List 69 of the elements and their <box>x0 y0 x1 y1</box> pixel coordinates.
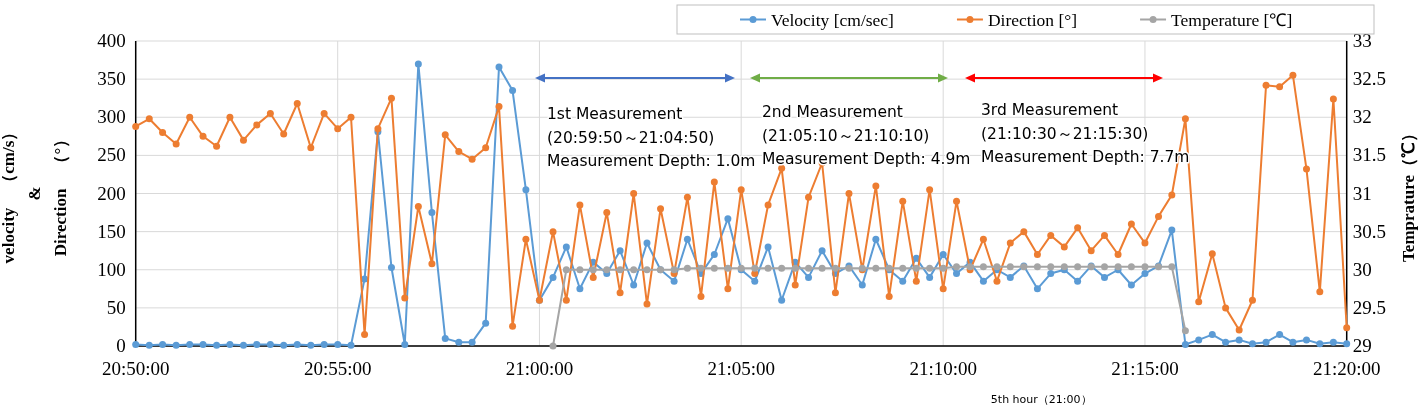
point <box>939 264 947 272</box>
point <box>791 264 799 272</box>
y-tick-label: 200 <box>97 182 126 204</box>
point <box>751 264 759 272</box>
point <box>710 264 718 272</box>
point <box>831 264 839 272</box>
y2-tick-label: 30.5 <box>1352 220 1386 242</box>
point <box>603 266 611 274</box>
x-tick-label: 21:05:00 <box>707 358 775 379</box>
x-tick-label: 21:10:00 <box>909 358 977 379</box>
y2-tick-label: 31.5 <box>1352 144 1386 166</box>
point <box>1047 263 1055 271</box>
x-tick-label: 20:50:00 <box>101 358 170 379</box>
point <box>926 264 934 272</box>
annotation: 2nd Measurement (21:05:10～21:10:10) Measurement Depth: 4.9m <box>762 103 971 168</box>
point <box>1101 263 1108 271</box>
point <box>562 266 570 274</box>
y2-tick-label: 30 <box>1352 258 1372 280</box>
point <box>872 264 880 272</box>
point <box>1168 263 1176 271</box>
point <box>912 264 920 272</box>
y2-tick-label: 33 <box>1352 30 1372 51</box>
x-tick-label: 21:15:00 <box>1111 358 1179 379</box>
y-tick-label: 350 <box>97 68 126 90</box>
point <box>697 264 705 272</box>
point <box>589 266 597 274</box>
point <box>778 264 786 272</box>
y-tick-label: 50 <box>106 296 126 318</box>
y2-tick-label: 32.5 <box>1352 68 1386 90</box>
x-axis-title: 5th hour（21:00） <box>990 393 1092 406</box>
point <box>1006 263 1014 271</box>
y-tick-label: 100 <box>97 258 126 280</box>
point <box>724 264 732 272</box>
point <box>1141 263 1149 271</box>
y-tick-label: 300 <box>97 106 126 128</box>
point <box>1181 327 1189 335</box>
y-tick-label: 400 <box>97 30 126 51</box>
y2-tick-label: 29.5 <box>1352 296 1386 318</box>
point <box>683 264 691 272</box>
x-tick-label: 21:20:00 <box>1312 358 1381 379</box>
point <box>899 264 907 272</box>
y2-tick-label: 32 <box>1352 106 1372 128</box>
point <box>1033 263 1041 271</box>
point <box>953 263 961 271</box>
y-tick-label: 150 <box>97 220 126 242</box>
y2-tick-label: 31 <box>1352 182 1372 204</box>
y2-tick-label: 29 <box>1352 335 1372 356</box>
y-tick-label: 0 <box>116 335 126 356</box>
point <box>1074 263 1082 271</box>
point <box>1127 263 1135 271</box>
point <box>549 342 557 350</box>
point <box>576 266 584 274</box>
point <box>670 266 678 274</box>
legend-label: Velocity [cm/sec] <box>771 9 894 30</box>
legend-label: Temperature [℃] <box>1171 9 1293 30</box>
point <box>979 263 987 271</box>
point <box>805 264 813 272</box>
y2-axis-title: Temprature（℃） <box>1399 125 1418 262</box>
legend-label: Direction [°] <box>987 9 1078 30</box>
y-axis-title: velocity （cm/s） & Direction （°） <box>0 123 70 264</box>
annotation: 1st Measurement (20:59:50～21:04:50) Measurement Depth: 1.0m <box>547 105 756 170</box>
point <box>764 264 772 272</box>
point <box>616 266 624 274</box>
x-tick-label: 20:55:00 <box>303 358 372 379</box>
point <box>643 266 651 274</box>
point <box>630 266 638 274</box>
x-tick-label: 21:00:00 <box>505 358 574 379</box>
point <box>818 264 826 272</box>
y-tick-label: 250 <box>97 144 126 166</box>
